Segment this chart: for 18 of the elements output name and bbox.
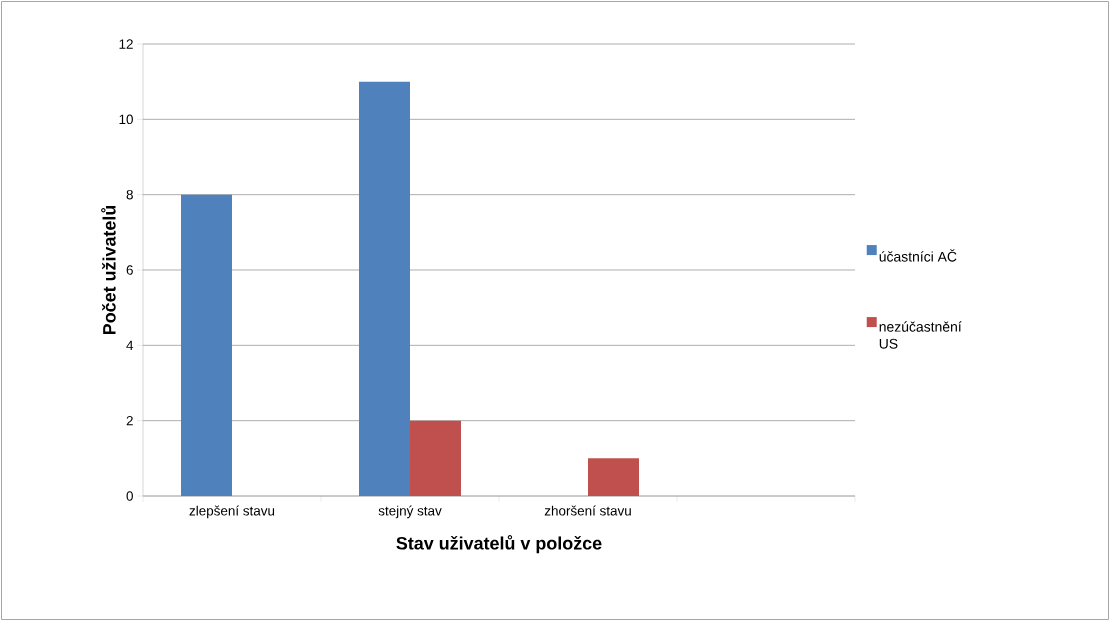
legend-label: účastníci AČ [879, 249, 957, 262]
y-tick-label: 0 [126, 491, 133, 501]
y-tick-label: 10 [119, 114, 133, 125]
x-tick-label: zlepšení stavu [189, 505, 275, 519]
y-tick-label: 12 [119, 39, 133, 49]
y-tick-label: 6 [126, 265, 133, 275]
x-tick-label: stejný stav [378, 505, 442, 519]
y-axis-title: Počet uživatelů [101, 205, 116, 335]
bar [588, 458, 639, 496]
bar [410, 420, 461, 496]
x-axis-title: Stav uživatelů v položce [396, 535, 602, 554]
y-tick-label: 4 [126, 340, 134, 350]
bar [359, 81, 410, 496]
legend-label: nezúčastnění US [879, 321, 962, 349]
y-tick-label: 2 [126, 415, 133, 426]
bar [181, 194, 232, 496]
y-tick-label: 8 [126, 189, 133, 200]
x-tick-label: zhoršení stavu [544, 505, 631, 516]
